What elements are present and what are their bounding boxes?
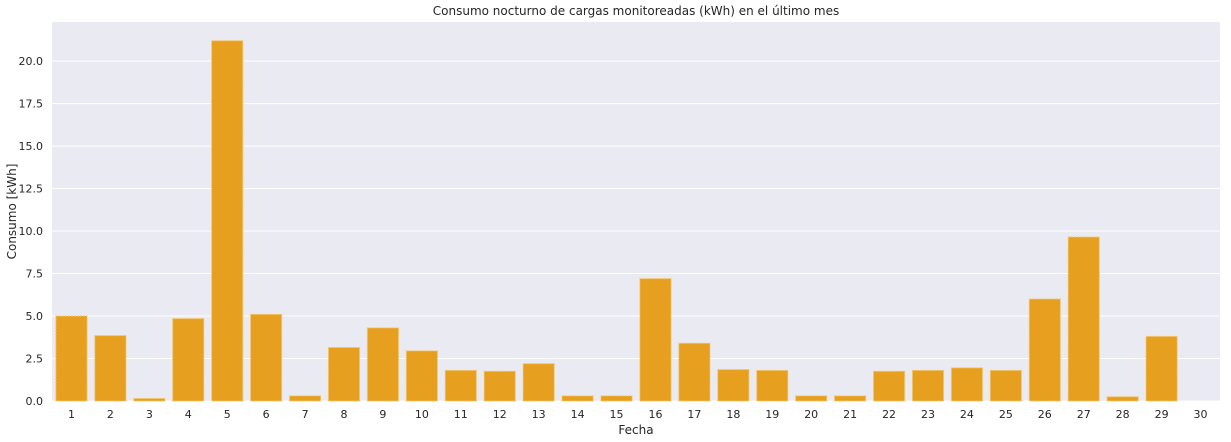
- bar-7: [288, 395, 322, 402]
- bar-19: [756, 369, 789, 402]
- x-tick-label: 10: [415, 408, 429, 421]
- y-tick-labels: 0.0 2.5 5.0 7.5 10.0 12.5 15.0 17.5 20.0: [19, 55, 44, 408]
- chart-title: Consumo nocturno de cargas monitoreadas …: [433, 4, 839, 18]
- y-tick-label: 0.0: [26, 395, 44, 408]
- bar-26: [1028, 298, 1061, 402]
- x-axis-label: Fecha: [618, 423, 653, 437]
- plot-area: [52, 22, 1220, 401]
- y-tick-label: 17.5: [19, 98, 44, 111]
- bar-14: [561, 395, 594, 402]
- bar-2: [94, 335, 127, 402]
- x-tick-label: 16: [648, 408, 662, 421]
- x-tick-label: 19: [765, 408, 779, 421]
- bar-25: [989, 369, 1022, 402]
- bar-1: [55, 315, 88, 402]
- x-tick-label: 5: [224, 408, 231, 421]
- bar-12: [483, 370, 516, 402]
- y-tick-label: 10.0: [19, 225, 44, 238]
- bar-22: [872, 370, 906, 402]
- bars-group: [55, 40, 1178, 402]
- bar-16: [639, 278, 672, 402]
- x-tick-label: 6: [263, 408, 270, 421]
- grid-lines: [52, 60, 1220, 402]
- x-tick-label: 24: [960, 408, 974, 421]
- bar-11: [444, 369, 477, 402]
- x-tick-label: 8: [341, 408, 348, 421]
- x-tick-label: 18: [726, 408, 740, 421]
- bar-3: [133, 397, 166, 402]
- bar-23: [911, 369, 945, 402]
- bar-9: [366, 327, 400, 402]
- bar-5: [211, 40, 244, 402]
- bar-21: [834, 395, 867, 402]
- bar-10: [405, 350, 438, 402]
- x-tick-label: 30: [1194, 408, 1208, 421]
- y-tick-label: 20.0: [19, 55, 44, 68]
- bar-18: [717, 369, 750, 402]
- x-tick-label: 15: [610, 408, 624, 421]
- y-tick-label: 2.5: [26, 353, 44, 366]
- x-tick-label: 26: [1038, 408, 1052, 421]
- x-tick-label: 14: [571, 408, 585, 421]
- bar-27: [1067, 236, 1100, 402]
- x-tick-label: 20: [804, 408, 818, 421]
- bar-13: [522, 363, 555, 402]
- y-tick-label: 12.5: [19, 183, 44, 196]
- bar-24: [950, 367, 984, 402]
- x-tick-label: 11: [454, 408, 468, 421]
- bar-15: [600, 395, 633, 402]
- x-tick-label: 1: [68, 408, 75, 421]
- bar-29: [1145, 335, 1178, 402]
- x-tick-labels: 1 2 3 4 5 6 7 8 9 10 11 12 13 14 15 16 17 18 19 20 21 22 23 24 2…: [68, 408, 1208, 421]
- x-tick-label: 3: [146, 408, 153, 421]
- bar-28: [1106, 396, 1139, 402]
- x-tick-label: 27: [1077, 408, 1091, 421]
- x-tick-label: 17: [687, 408, 701, 421]
- x-tick-label: 4: [185, 408, 192, 421]
- y-tick-label: 15.0: [19, 140, 44, 153]
- x-tick-label: 13: [532, 408, 546, 421]
- x-tick-label: 25: [999, 408, 1013, 421]
- bar-20: [795, 395, 828, 402]
- y-axis-label: Consumo [kWh]: [5, 164, 19, 260]
- bar-17: [678, 342, 711, 402]
- x-tick-label: 12: [493, 408, 507, 421]
- x-tick-label: 23: [921, 408, 935, 421]
- y-tick-label: 5.0: [26, 310, 44, 323]
- x-tick-label: 2: [107, 408, 114, 421]
- bar-4: [172, 318, 205, 402]
- x-tick-label: 28: [1116, 408, 1130, 421]
- x-tick-label: 7: [302, 408, 309, 421]
- bar-8: [327, 346, 361, 402]
- x-tick-label: 21: [843, 408, 857, 421]
- x-tick-label: 9: [379, 408, 386, 421]
- x-tick-label: 29: [1155, 408, 1169, 421]
- x-tick-label: 22: [882, 408, 896, 421]
- y-tick-label: 7.5: [26, 268, 44, 281]
- bar-6: [250, 313, 283, 402]
